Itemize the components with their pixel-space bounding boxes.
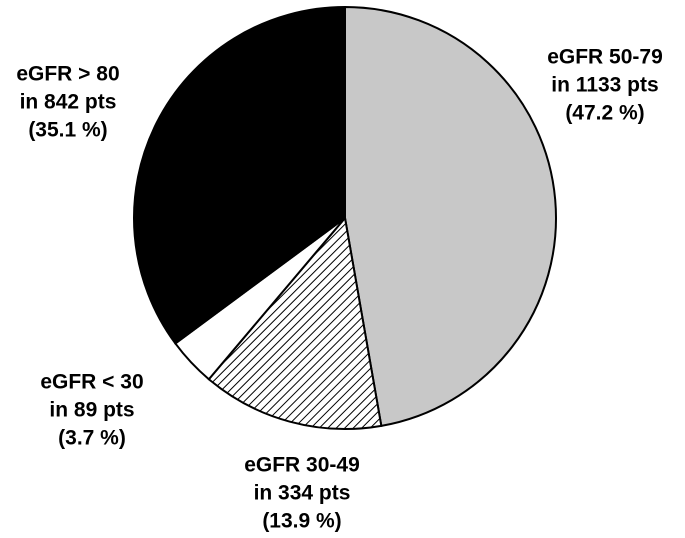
slice-label: eGFR 50-79 <box>547 46 663 69</box>
pie-slice <box>344 5 557 428</box>
pie-slice <box>207 215 383 430</box>
value-label: (35.1 %) <box>28 119 107 142</box>
pie-slice <box>133 5 346 345</box>
slice-label: eGFR 30-49 <box>244 454 360 477</box>
count-label: in 89 pts <box>49 399 134 422</box>
value-label: (47.2 %) <box>565 102 644 125</box>
slice-label: eGFR > 80 <box>16 63 119 86</box>
slice-label: eGFR < 30 <box>40 371 143 394</box>
value-label: (3.7 %) <box>58 427 126 450</box>
count-label: in 1133 pts <box>551 74 658 97</box>
count-label: in 842 pts <box>20 91 117 114</box>
count-label: in 334 pts <box>254 482 351 505</box>
value-label: (13.9 %) <box>262 510 341 533</box>
